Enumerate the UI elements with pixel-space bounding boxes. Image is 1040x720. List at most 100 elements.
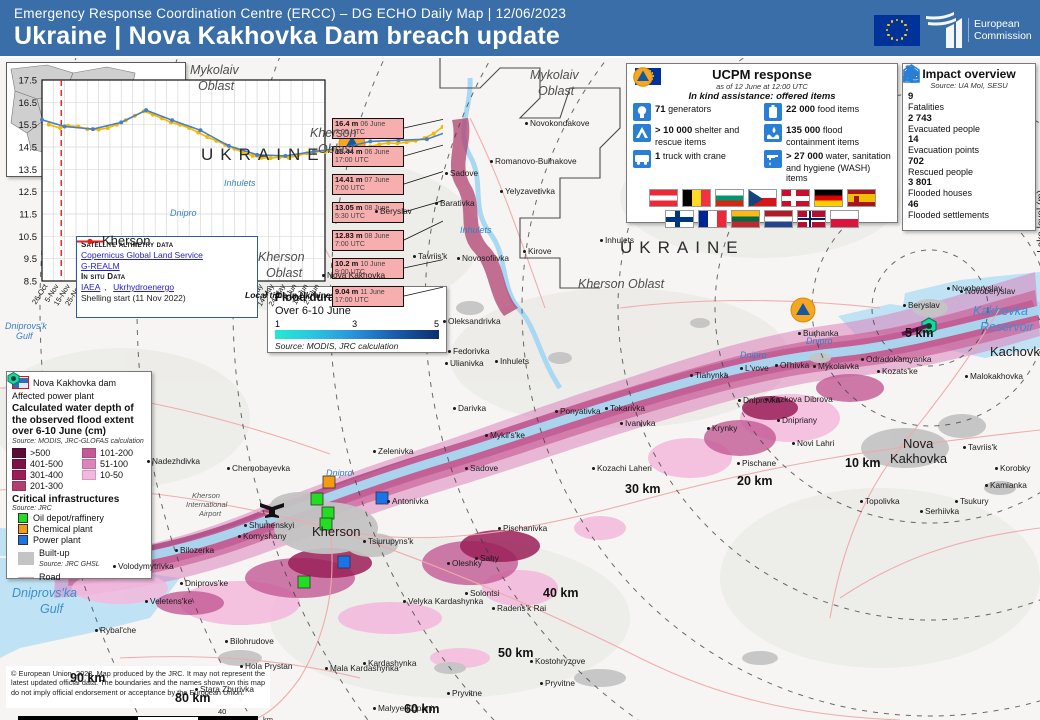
ucpm-item: > 10 000 shelter and rescue items xyxy=(633,124,760,147)
ucpm-item-label: truck with crane xyxy=(662,151,726,161)
chart-data-point xyxy=(226,143,231,148)
ucpm-item: 71 generators xyxy=(633,103,760,121)
legend-ci-item: Power plant xyxy=(12,535,146,545)
map-town-dot xyxy=(965,375,968,378)
ucpm-item: 22 000 food items xyxy=(764,103,891,121)
civil-protection-icon xyxy=(633,67,653,87)
flag-norway xyxy=(797,209,826,228)
map-town-dot xyxy=(960,290,963,293)
map-town-dot xyxy=(453,407,456,410)
map-town-dot xyxy=(955,500,958,503)
page-title: Ukraine | Nova Kakhovka Dam breach updat… xyxy=(14,22,560,50)
chart-data-point xyxy=(286,155,291,160)
map-town-dot xyxy=(180,582,183,585)
impact-overview-panel: Impact overview Source: UA MoI, SESU 9 F… xyxy=(902,63,1036,231)
callout-leader-line xyxy=(403,220,443,241)
flag-netherlands xyxy=(764,209,793,228)
map-town-dot xyxy=(485,434,488,437)
map-town-dot xyxy=(737,462,740,465)
map-town-dot xyxy=(860,500,863,503)
map-town-dot xyxy=(861,358,864,361)
legend-power-plant-label: Affected power plant xyxy=(12,391,94,401)
ucpm-item: 1 truck with crane xyxy=(633,150,760,168)
eu-star xyxy=(904,23,907,27)
main-map[interactable]: Flood duration (days) Over 6-10 June 1 3… xyxy=(0,58,1040,720)
map-town-dot xyxy=(600,239,603,242)
ucpm-items-right: 22 000 food items 135 000 flood containm… xyxy=(764,103,891,187)
map-town-dot xyxy=(947,287,950,290)
map-town-dot xyxy=(813,365,816,368)
impact-value: 46 xyxy=(908,198,919,210)
depth-swatch xyxy=(82,447,96,458)
chart-y-ticks: 8.5 9.5 10.5 11.5 12.5 13.5 14.5 15.5 16.5 17.5 xyxy=(19,76,38,288)
flag-bulgaria xyxy=(714,188,744,207)
legend-ci-title: Critical infrastructures xyxy=(12,493,120,505)
chart-callout: 14.41 m 07 June 7:00 UTC xyxy=(332,174,404,195)
map-town-dot xyxy=(363,540,366,543)
scale-bar-graphic xyxy=(18,716,258,720)
flag-belgium xyxy=(681,188,711,207)
ucpm-contributing-countries-flags xyxy=(633,188,891,228)
ucpm-item: > 27 000 water, sanitation and hygiene (… xyxy=(764,150,891,184)
map-town-dot xyxy=(530,660,533,663)
chart-data-point xyxy=(440,124,443,129)
map-town-dot xyxy=(240,665,243,668)
ucpm-response-panel: UCPM response as of 12 June at 12:00 UTC… xyxy=(626,63,898,228)
svg-text:15.5: 15.5 xyxy=(19,120,38,131)
food-icon xyxy=(764,103,782,121)
flag-finland xyxy=(665,209,694,228)
impact-label: Evacuation points xyxy=(908,145,980,155)
map-town-dot xyxy=(465,467,468,470)
callout-leader-line xyxy=(403,259,443,269)
eu-star xyxy=(890,20,894,23)
svg-text:8.5: 8.5 xyxy=(24,277,37,288)
chart-data-point xyxy=(250,153,255,158)
chart-legend: Satellite altimetry data Copernicus Glob… xyxy=(76,236,258,318)
chart-data-point xyxy=(424,137,429,142)
chart-data-point xyxy=(368,139,373,144)
legend-depth-item: 201-300 xyxy=(12,480,76,491)
airport-icon xyxy=(260,503,284,518)
flag-spain xyxy=(846,188,876,207)
map-town-dot xyxy=(985,484,988,487)
legend-depth-item: 101-200 xyxy=(82,447,146,458)
copernicus-link[interactable]: Copernicus Global Land Service xyxy=(81,250,203,260)
map-town-dot xyxy=(620,422,623,425)
chart-data-point xyxy=(395,141,400,146)
ucpm-items-grid: 71 generators > 10 000 shelter and rescu… xyxy=(633,103,891,187)
impact-item: 14 Evacuation points xyxy=(903,64,1030,156)
callout-leader-line xyxy=(403,144,443,157)
chart-callout: 16.4 m 06 June 7:00 UTC xyxy=(332,118,404,139)
chart-legend-entry: Shelling start (11 Nov 2022) xyxy=(77,240,253,303)
grealm-link[interactable]: G-REALM xyxy=(81,261,120,271)
map-town-dot xyxy=(238,535,241,538)
svg-text:12.5: 12.5 xyxy=(19,187,38,198)
svg-text:13.5: 13.5 xyxy=(19,165,38,176)
built-up-source: Source: JRC GHSL xyxy=(39,561,100,568)
depth-swatch xyxy=(12,447,26,458)
eu-star xyxy=(890,37,894,40)
chart-legend-head-satellite: Satellite altimetry data xyxy=(81,240,174,249)
depth-swatch xyxy=(12,458,26,469)
legend-ci-item: Chemical plant xyxy=(12,524,146,534)
impact-item: 46 Flooded settlements xyxy=(903,68,1030,221)
map-legend: Nova Kakhovka dam Affected power plant C… xyxy=(6,371,152,582)
map-town-dot xyxy=(175,549,178,552)
map-town-dot xyxy=(592,467,595,470)
chart-data-point xyxy=(404,140,409,145)
water-level-chart-panel[interactable]: Kakhovka Reservoir Water Level 8.59.510.… xyxy=(0,58,1040,333)
svg-text:9.5: 9.5 xyxy=(24,254,37,265)
svg-text:17.5: 17.5 xyxy=(19,76,38,87)
chart-data-point xyxy=(170,118,175,123)
ukrhydroenergo-link[interactable]: Ukrhydroenergo xyxy=(113,282,175,292)
eu-star xyxy=(900,37,904,40)
ucpm-item-label: flood containment items xyxy=(786,125,860,147)
iaea-link[interactable]: IAEA xyxy=(81,282,101,292)
chart-local-time-note: Local time in Ukraine: UTC +3 xyxy=(245,290,366,300)
road-label: Road xyxy=(39,572,61,582)
legend-depth-item: 401-500 xyxy=(12,458,76,469)
built-up-swatch xyxy=(18,552,34,565)
ucpm-kind-assistance: In kind assistance: offered items xyxy=(688,91,836,102)
svg-text:10.5: 10.5 xyxy=(19,232,38,243)
ucpm-title: UCPM response xyxy=(712,67,812,82)
